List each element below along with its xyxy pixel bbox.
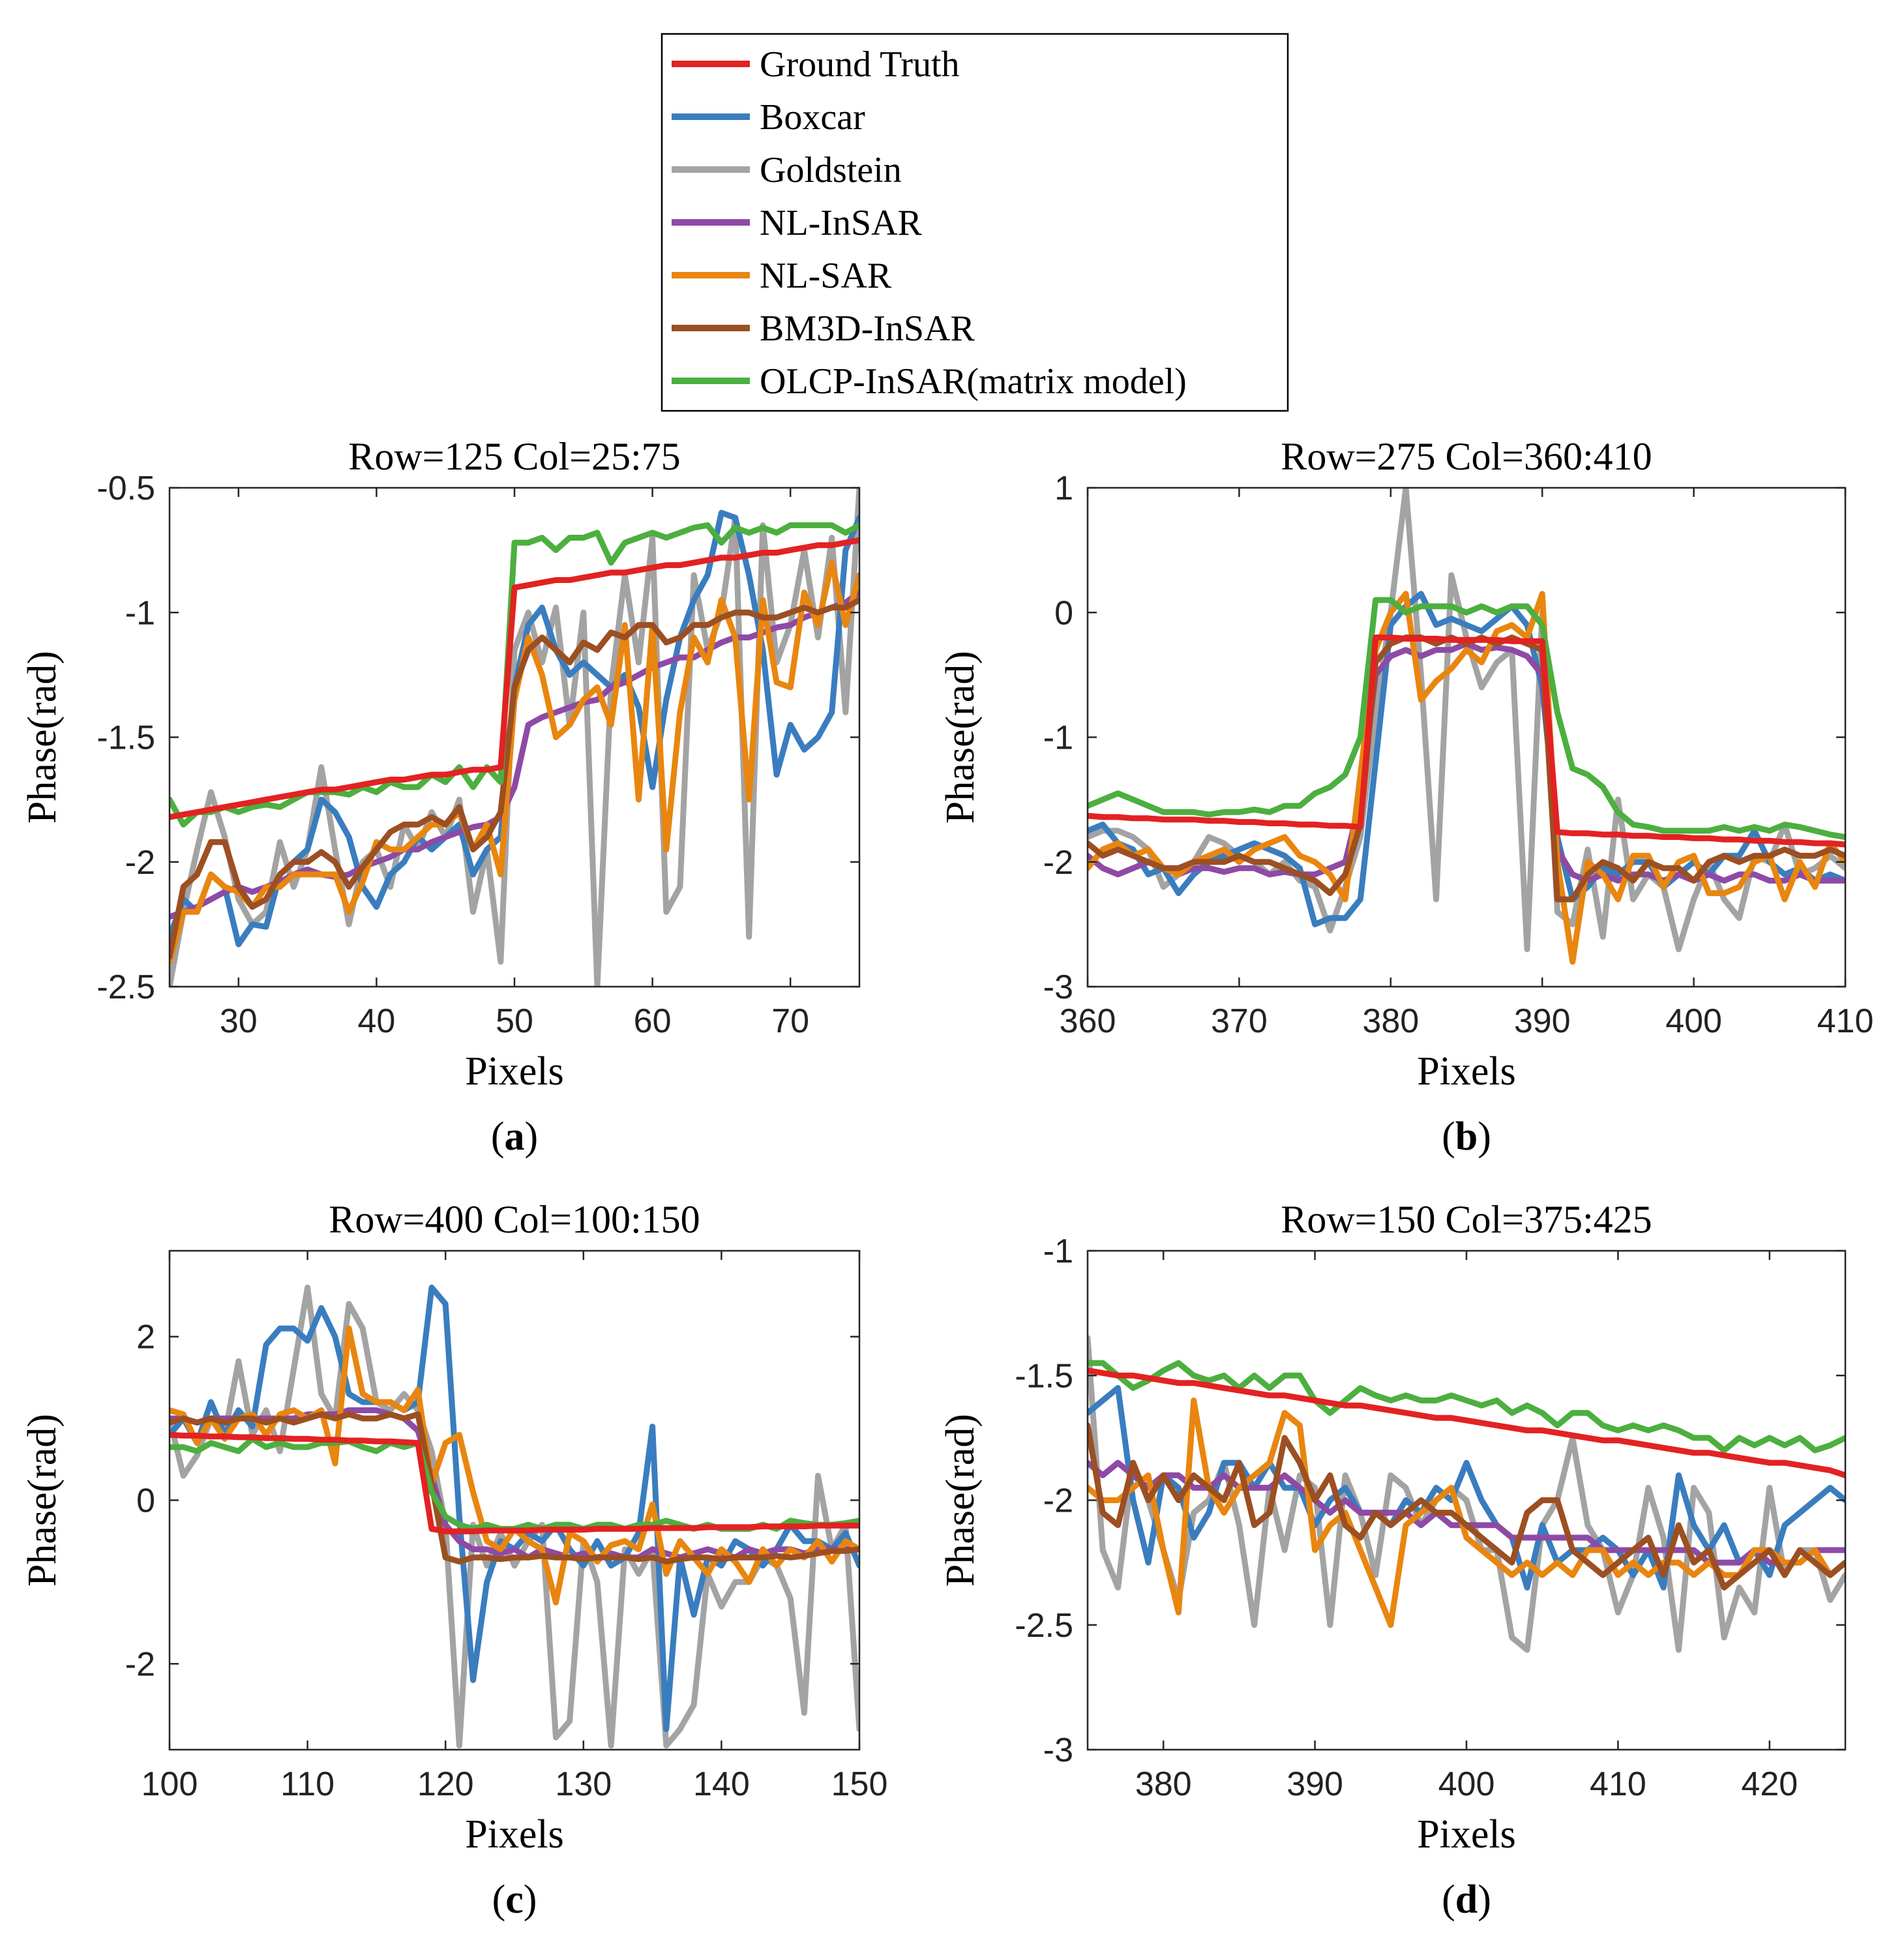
x-axis-label: Pixels — [1417, 1812, 1516, 1857]
x-tick-label: 120 — [417, 1765, 474, 1803]
caption-letter: c — [505, 1877, 524, 1922]
series-line — [170, 522, 859, 828]
x-tick-label: 420 — [1741, 1765, 1798, 1803]
x-tick-label: 370 — [1211, 1002, 1268, 1040]
x-tick-label: 100 — [141, 1765, 198, 1803]
series-group — [1088, 1335, 1845, 1653]
series-group — [170, 1284, 859, 1749]
chart-title: Row=150 Col=375:425 — [1281, 1198, 1652, 1241]
x-tick-label: 40 — [357, 1002, 395, 1040]
series-line — [170, 1431, 859, 1534]
x-tick-label: 140 — [693, 1765, 750, 1803]
x-tick-label: 400 — [1665, 1002, 1722, 1040]
x-axis-label: Pixels — [465, 1049, 564, 1094]
panel-caption: (b) — [1442, 1114, 1491, 1159]
y-tick-label: -2 — [125, 844, 155, 882]
legend-label: OLCP-InSAR(matrix model) — [760, 361, 1187, 402]
y-tick-label: -2.5 — [1015, 1607, 1073, 1645]
caption-letter: a — [505, 1114, 525, 1159]
series-line — [170, 597, 859, 960]
legend-label: BM3D-InSAR — [760, 308, 975, 349]
chart-title: Row=125 Col=25:75 — [348, 435, 680, 478]
x-tick-label: 150 — [831, 1765, 888, 1803]
caption-letter: b — [1455, 1114, 1478, 1159]
x-tick-label: 30 — [220, 1002, 258, 1040]
legend-label: Ground Truth — [760, 44, 960, 85]
y-tick-label: -0.5 — [97, 470, 155, 507]
series-group — [1088, 488, 1845, 965]
legend-box — [661, 33, 1289, 412]
series-group — [170, 488, 859, 987]
x-tick-label: 380 — [1135, 1765, 1192, 1803]
series-line — [1088, 1398, 1845, 1628]
y-tick-label: -2 — [1043, 844, 1073, 882]
x-tick-label: 410 — [1590, 1765, 1646, 1803]
x-tick-label: 390 — [1287, 1765, 1343, 1803]
series-line — [170, 1435, 859, 1532]
y-tick-label: 0 — [1054, 594, 1073, 632]
y-tick-label: -2.5 — [97, 968, 155, 1006]
y-axis-label: Phase(rad) — [20, 1414, 65, 1587]
series-line — [1088, 1422, 1845, 1591]
series-line — [170, 488, 859, 987]
y-tick-label: 0 — [136, 1482, 155, 1520]
panel-caption: (c) — [492, 1877, 537, 1922]
series-line — [1088, 635, 1845, 848]
x-tick-label: 60 — [634, 1002, 672, 1040]
y-axis-label: Phase(rad) — [20, 651, 65, 824]
y-tick-label: -1 — [1043, 1233, 1073, 1270]
series-line — [170, 1284, 859, 1733]
x-tick-label: 380 — [1362, 1002, 1419, 1040]
chart-title: Row=275 Col=360:410 — [1281, 435, 1652, 478]
x-tick-label: 410 — [1817, 1002, 1874, 1040]
legend: Ground Truth Boxcar Goldstein NL-InSAR NL-SA… — [661, 33, 1289, 412]
axes-frame — [168, 1249, 861, 1751]
y-axis-label: Phase(rad) — [938, 1414, 983, 1587]
series-line — [1088, 591, 1845, 965]
y-tick-label: -3 — [1043, 1731, 1073, 1769]
y-tick-label: 1 — [1054, 470, 1073, 507]
y-tick-label: -1.5 — [97, 719, 155, 757]
legend-label: Boxcar — [760, 97, 865, 138]
x-tick-label: 130 — [555, 1765, 612, 1803]
series-line — [1088, 1360, 1845, 1454]
x-tick-label: 390 — [1514, 1002, 1571, 1040]
series-line — [1088, 1368, 1845, 1478]
panel-caption: (a) — [491, 1114, 538, 1159]
chart-panel-a: 30 40 50 60 70 -2.5 -2 -1.5 -1 -0.5 Row=125 Col=25… — [20, 435, 861, 1159]
x-tick-label: 360 — [1060, 1002, 1116, 1040]
y-tick-label: -2 — [125, 1645, 155, 1683]
series-line — [1088, 635, 1845, 903]
x-tick-label: 110 — [280, 1765, 335, 1803]
x-tick-label: 50 — [496, 1002, 533, 1040]
chart-panel-b: 360 370 380 390 400 410 -3 -2 -1 0 1 Row=275 Col=36… — [938, 435, 1873, 1159]
chart-title: Row=400 Col=100:150 — [329, 1198, 700, 1241]
x-tick-label: 70 — [771, 1002, 809, 1040]
y-tick-label: 2 — [136, 1319, 155, 1356]
y-tick-label: -1.5 — [1015, 1357, 1073, 1395]
series-line — [170, 1411, 859, 1565]
y-axis-label: Phase(rad) — [938, 651, 983, 824]
series-line — [1088, 597, 1845, 840]
legend-label: Goldstein — [760, 150, 902, 190]
y-tick-label: -2 — [1043, 1482, 1073, 1520]
x-tick-label: 400 — [1438, 1765, 1495, 1803]
x-axis-label: Pixels — [1417, 1049, 1516, 1094]
chart-panel-d: 380 390 400 410 420 -3 -2.5 -2 -1.5 -1 Row=150 Col… — [938, 1198, 1847, 1922]
y-tick-label: -1 — [125, 594, 155, 632]
x-axis-label: Pixels — [465, 1812, 564, 1857]
y-tick-label: -3 — [1043, 968, 1073, 1006]
legend-label: NL-SAR — [760, 256, 892, 296]
y-tick-label: -1 — [1043, 719, 1073, 757]
chart-panel-c: 100 110 120 130 140 150 -2 0 2 Row=400 Col=100:15… — [20, 1198, 887, 1922]
legend-label: NL-InSAR — [760, 203, 923, 243]
panels: 30 40 50 60 70 -2.5 -2 -1.5 -1 -0.5 Row=125 Col=25… — [20, 435, 1873, 1922]
panel-caption: (d) — [1442, 1877, 1491, 1922]
series-line — [170, 537, 859, 820]
series-line — [170, 1284, 859, 1749]
caption-letter: d — [1455, 1877, 1478, 1922]
